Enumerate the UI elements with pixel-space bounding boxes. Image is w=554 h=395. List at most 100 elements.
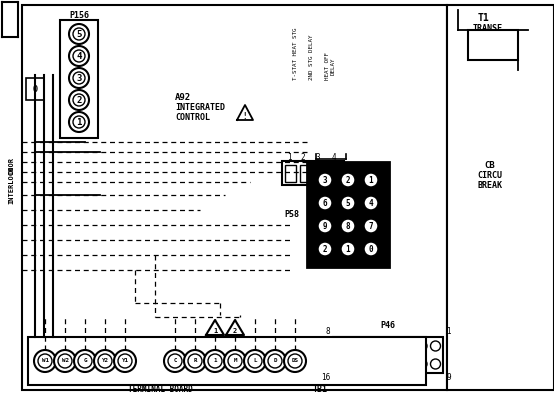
- Text: INTEGRATED: INTEGRATED: [175, 102, 225, 111]
- Circle shape: [403, 341, 413, 351]
- Circle shape: [264, 350, 286, 372]
- Circle shape: [338, 239, 358, 259]
- Text: 1: 1: [286, 152, 291, 162]
- Circle shape: [34, 350, 56, 372]
- Text: TERMINAL BOARD: TERMINAL BOARD: [127, 384, 192, 393]
- Bar: [330, 165, 341, 182]
- Circle shape: [188, 354, 202, 368]
- Circle shape: [377, 341, 387, 351]
- Circle shape: [318, 242, 332, 256]
- Circle shape: [377, 359, 387, 369]
- Text: O: O: [33, 85, 38, 94]
- Circle shape: [208, 354, 222, 368]
- Circle shape: [364, 242, 378, 256]
- Circle shape: [338, 193, 358, 213]
- Circle shape: [336, 341, 346, 351]
- Text: 4: 4: [76, 51, 81, 60]
- Text: P46: P46: [381, 320, 396, 329]
- Text: 2ND STG DELAY: 2ND STG DELAY: [309, 34, 314, 80]
- Circle shape: [390, 341, 400, 351]
- Circle shape: [284, 350, 306, 372]
- Circle shape: [73, 72, 85, 84]
- Bar: [28, 337, 426, 385]
- Text: TRANSF: TRANSF: [473, 23, 503, 32]
- Circle shape: [164, 350, 186, 372]
- Circle shape: [417, 359, 427, 369]
- Circle shape: [403, 359, 413, 369]
- Circle shape: [430, 341, 440, 351]
- Circle shape: [69, 68, 89, 88]
- Text: 8: 8: [325, 327, 330, 337]
- Circle shape: [118, 354, 132, 368]
- Text: 7: 7: [369, 222, 373, 231]
- Text: INTERLOCK: INTERLOCK: [8, 166, 14, 204]
- Text: CB: CB: [485, 160, 495, 169]
- Text: P156: P156: [69, 11, 89, 19]
- Circle shape: [318, 173, 332, 187]
- Polygon shape: [206, 320, 224, 335]
- Text: 4: 4: [369, 199, 373, 207]
- Bar: [333, 337, 443, 373]
- Circle shape: [78, 354, 92, 368]
- Text: 5: 5: [346, 199, 350, 207]
- Circle shape: [204, 350, 226, 372]
- Text: T-STAT HEAT STG: T-STAT HEAT STG: [293, 28, 297, 80]
- Circle shape: [336, 359, 346, 369]
- Text: T1: T1: [477, 13, 489, 23]
- Circle shape: [361, 170, 381, 190]
- Text: L: L: [253, 359, 257, 363]
- Circle shape: [318, 196, 332, 210]
- Circle shape: [98, 354, 112, 368]
- Circle shape: [361, 216, 381, 236]
- Text: 2: 2: [322, 245, 327, 254]
- Circle shape: [73, 116, 85, 128]
- Bar: [26, 78, 44, 100]
- Circle shape: [417, 341, 427, 351]
- Circle shape: [73, 28, 85, 40]
- Circle shape: [168, 354, 182, 368]
- Bar: [60, 20, 98, 138]
- Circle shape: [228, 354, 242, 368]
- Circle shape: [341, 196, 355, 210]
- Circle shape: [341, 242, 355, 256]
- Text: HEAT OFF
DELAY: HEAT OFF DELAY: [325, 52, 335, 80]
- Text: 1: 1: [213, 328, 217, 334]
- Circle shape: [315, 216, 335, 236]
- Polygon shape: [226, 320, 244, 335]
- Circle shape: [74, 350, 96, 372]
- Text: R: R: [193, 359, 197, 363]
- Text: 6: 6: [322, 199, 327, 207]
- Text: M: M: [233, 359, 237, 363]
- Text: 3: 3: [316, 152, 320, 162]
- Text: C: C: [173, 359, 177, 363]
- Bar: [468, 30, 518, 60]
- Text: Y2: Y2: [101, 359, 109, 363]
- Text: 1: 1: [213, 359, 217, 363]
- Circle shape: [69, 90, 89, 110]
- Circle shape: [338, 170, 358, 190]
- Bar: [282, 161, 344, 185]
- Text: 1: 1: [369, 175, 373, 184]
- Bar: [22, 5, 447, 390]
- Circle shape: [318, 219, 332, 233]
- Text: 8: 8: [346, 222, 350, 231]
- Text: DS: DS: [291, 359, 299, 363]
- Circle shape: [350, 341, 360, 351]
- Circle shape: [390, 359, 400, 369]
- Bar: [285, 165, 296, 182]
- Text: 4: 4: [332, 152, 336, 162]
- Circle shape: [361, 193, 381, 213]
- Text: TB1: TB1: [312, 384, 327, 393]
- Circle shape: [69, 112, 89, 132]
- Bar: [307, 162, 389, 267]
- Text: Y1: Y1: [121, 359, 129, 363]
- Circle shape: [184, 350, 206, 372]
- Bar: [447, 5, 554, 390]
- Circle shape: [341, 173, 355, 187]
- Circle shape: [268, 354, 282, 368]
- Text: 2: 2: [233, 328, 237, 334]
- Text: 3: 3: [76, 73, 81, 83]
- Circle shape: [364, 196, 378, 210]
- Circle shape: [363, 359, 373, 369]
- Polygon shape: [237, 105, 253, 120]
